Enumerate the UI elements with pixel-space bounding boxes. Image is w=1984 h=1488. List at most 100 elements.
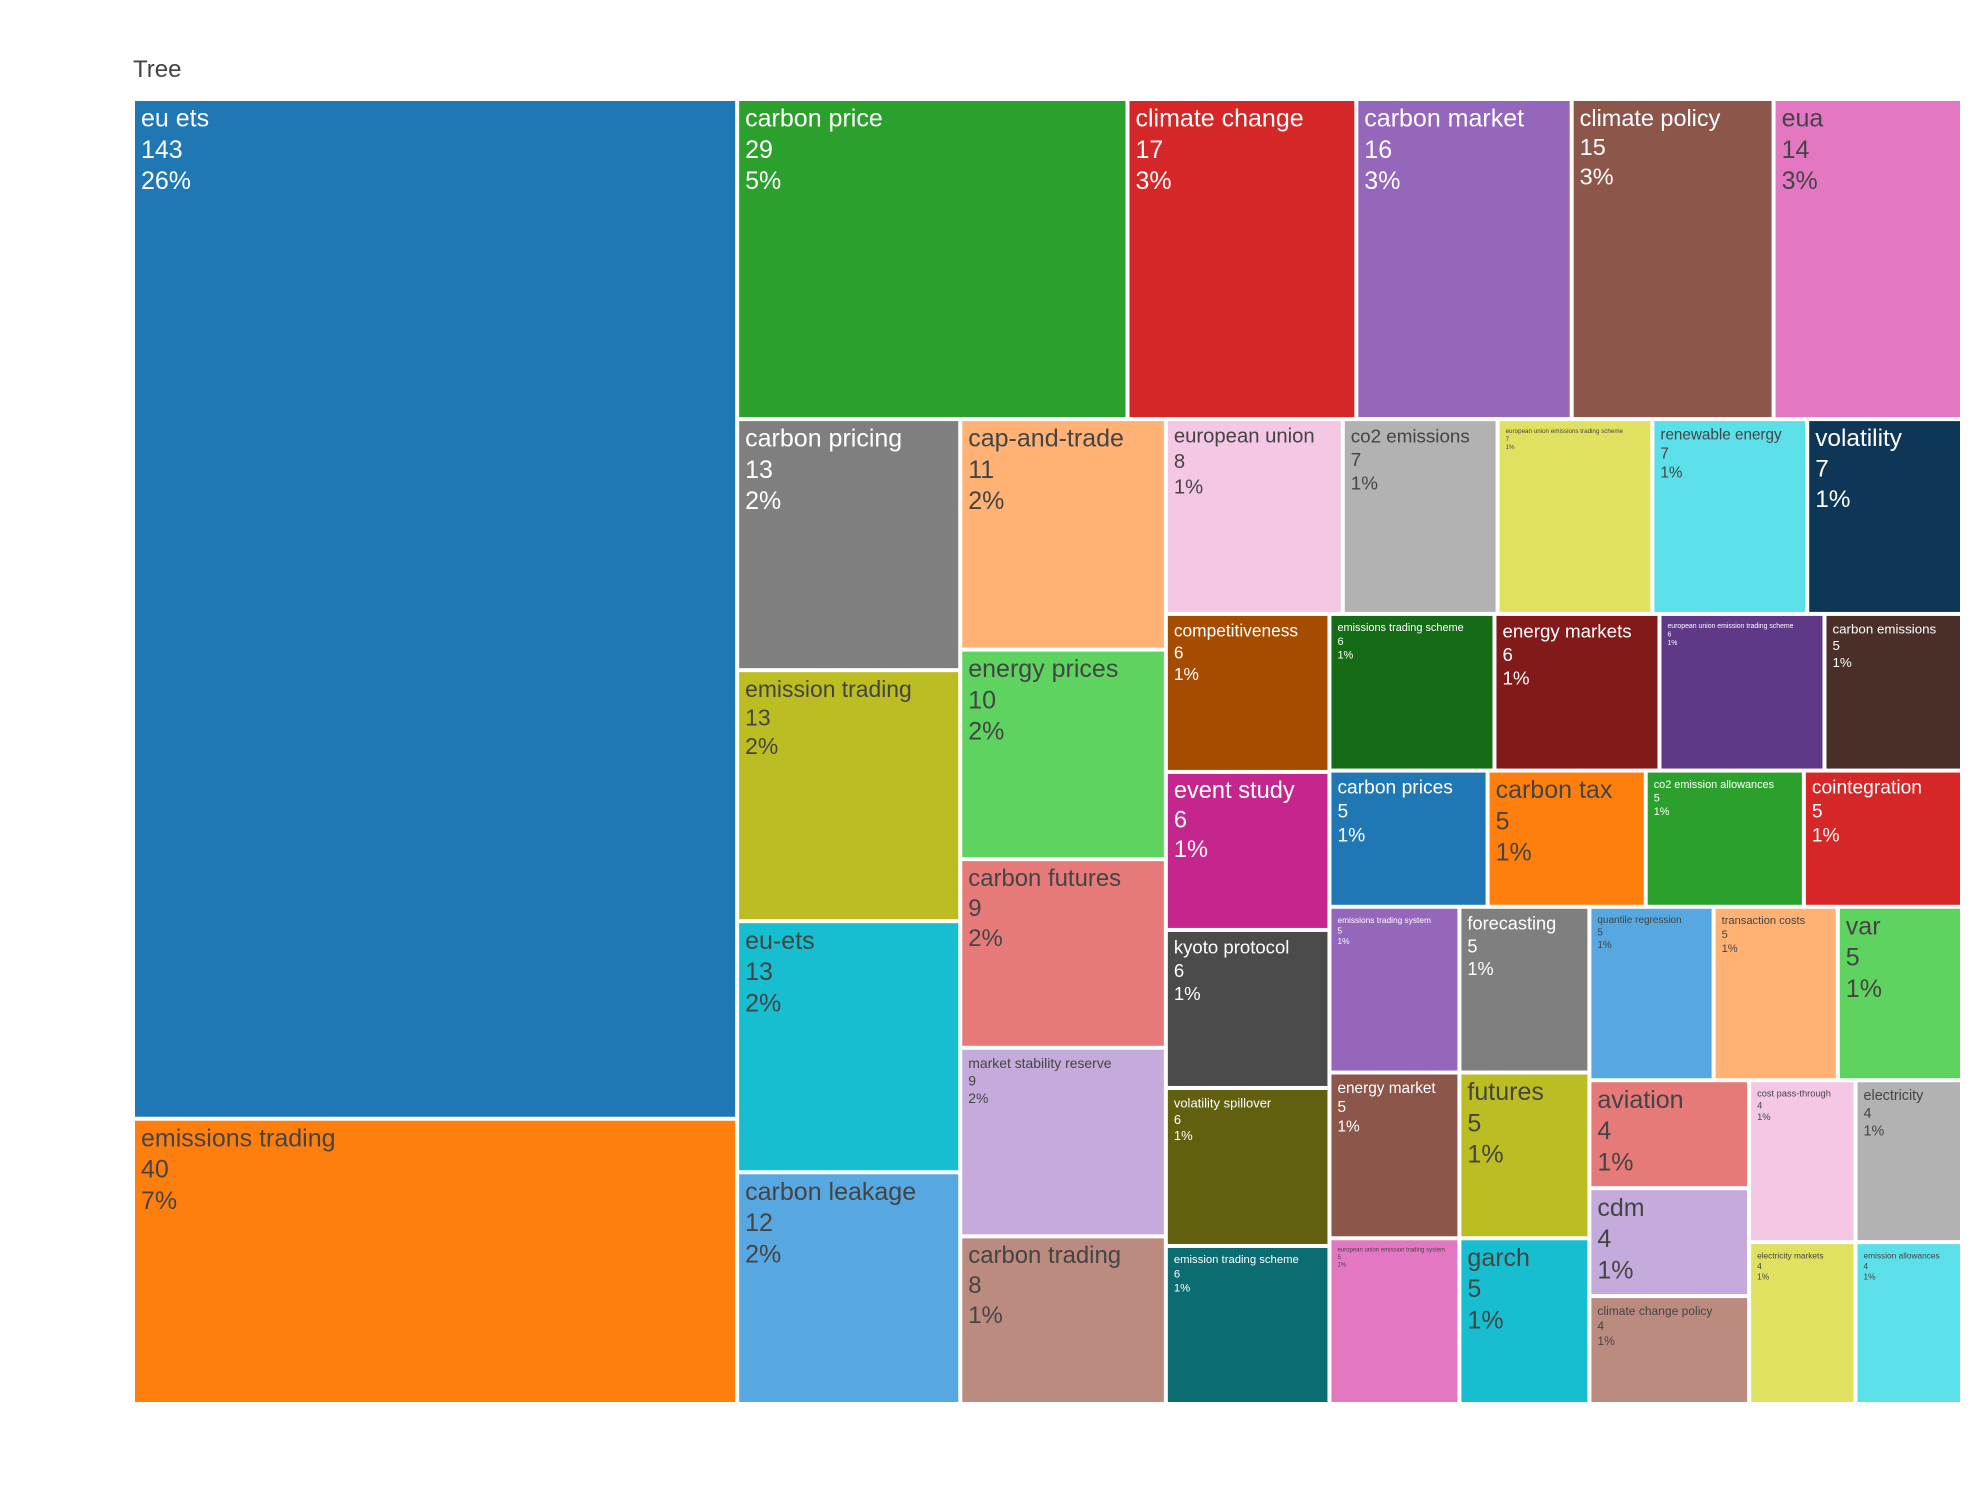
tile-percent: 1%	[1597, 940, 1612, 951]
tile-value: 4	[1757, 1261, 1762, 1271]
tile-percent: 1%	[1722, 943, 1738, 955]
tile-value: 7	[1351, 449, 1361, 470]
tile-percent: 3%	[1580, 163, 1614, 189]
tile-value: 6	[1337, 636, 1343, 648]
tile	[1331, 908, 1458, 1071]
tile-label: co2 emissions	[1351, 426, 1470, 447]
tile-percent: 2%	[968, 487, 1004, 515]
tile-value: 5	[1337, 1255, 1341, 1261]
tile-label: renewable energy	[1660, 427, 1782, 444]
tile-label: competitiveness	[1174, 621, 1299, 641]
tile-value: 29	[745, 136, 773, 164]
tile-percent: 1%	[1467, 1306, 1503, 1334]
tile-label: carbon leakage	[745, 1178, 916, 1206]
tile-label: futures	[1467, 1078, 1543, 1106]
tile	[1461, 1240, 1588, 1402]
tile	[739, 101, 1126, 418]
tile	[1167, 421, 1341, 612]
tile	[1647, 772, 1802, 905]
tile	[1826, 615, 1960, 769]
tile-percent: 1%	[1597, 1148, 1633, 1176]
tile	[1654, 421, 1806, 612]
tile-label: carbon pricing	[745, 425, 902, 453]
tile	[1839, 908, 1960, 1079]
tile-value: 6	[1174, 1112, 1181, 1127]
tile-value: 5	[1467, 936, 1477, 956]
tile	[1775, 101, 1960, 418]
tile	[1331, 772, 1486, 905]
tile-label: cost pass-through	[1757, 1089, 1831, 1099]
tile-value: 6	[1174, 1268, 1180, 1280]
tile	[135, 101, 736, 1117]
tile	[1751, 1082, 1854, 1241]
tile-label: aviation	[1597, 1086, 1683, 1114]
tile	[1496, 615, 1658, 769]
tile-percent: 1%	[1812, 825, 1840, 846]
tile-label: carbon market	[1364, 105, 1524, 133]
tile-percent: 1%	[1467, 959, 1493, 979]
tile-percent: 2%	[745, 1240, 781, 1268]
tile-percent: 1%	[1337, 1118, 1360, 1135]
tile	[1331, 615, 1493, 769]
tile-value: 12	[745, 1209, 773, 1237]
tile	[1167, 1247, 1328, 1402]
tile-value: 143	[141, 136, 183, 164]
tile-value: 5	[1597, 928, 1603, 939]
tile-value: 4	[1864, 1261, 1869, 1271]
tile	[1751, 1244, 1854, 1402]
tile	[1167, 615, 1328, 770]
tile	[739, 1174, 959, 1402]
tile-percent: 2%	[745, 733, 778, 759]
tile-value: 4	[1597, 1225, 1611, 1253]
tile	[1715, 908, 1836, 1079]
tile-label: quantile regression	[1597, 915, 1681, 926]
tile-percent: 1%	[1351, 473, 1378, 494]
tile-percent: 2%	[968, 925, 1003, 952]
tile-value: 5	[1467, 1275, 1481, 1303]
tile-value: 5	[1337, 1099, 1346, 1116]
tile-percent: 1%	[1337, 825, 1365, 846]
tile-percent: 1%	[1667, 640, 1677, 647]
tile-percent: 1%	[1337, 1262, 1346, 1268]
tile-value: 6	[1667, 632, 1671, 639]
tile-percent: 1%	[1864, 1124, 1885, 1140]
tile	[962, 1238, 1164, 1402]
tile-percent: 2%	[968, 718, 1004, 746]
tile	[1167, 1089, 1328, 1244]
tile-value: 40	[141, 1156, 169, 1184]
tile	[1857, 1244, 1960, 1402]
tile	[1573, 101, 1772, 418]
tile-value: 6	[1174, 960, 1184, 981]
tile-percent: 1%	[1337, 936, 1350, 946]
tile-label: event study	[1174, 778, 1295, 804]
tile-percent: 7%	[141, 1187, 177, 1215]
tile-label: carbon emissions	[1832, 622, 1936, 637]
tile-label: climate change policy	[1597, 1304, 1712, 1318]
tile-label: emissions trading	[141, 1124, 336, 1152]
tile	[1129, 101, 1355, 418]
tile-percent: 1%	[1506, 444, 1515, 451]
tile	[962, 651, 1164, 858]
tile-value: 14	[1782, 136, 1810, 164]
tile-value: 9	[968, 895, 981, 922]
tile	[1499, 421, 1651, 612]
tile-label: cdm	[1597, 1194, 1644, 1222]
tile-value: 13	[745, 456, 773, 484]
tile-label: energy prices	[968, 655, 1118, 683]
tile-percent: 1%	[1174, 837, 1208, 863]
tile-percent: 1%	[1337, 649, 1353, 661]
tile-percent: 2%	[968, 1090, 988, 1106]
tile-value: 5	[1654, 792, 1660, 804]
tile-percent: 1%	[1502, 667, 1529, 688]
tile	[739, 672, 959, 920]
tile-percent: 1%	[1496, 839, 1532, 867]
tile-percent: 1%	[968, 1302, 1003, 1329]
tile-label: emissions trading system	[1337, 915, 1431, 925]
tile-label: carbon futures	[968, 865, 1121, 892]
tile-label: european union emissions trading scheme	[1506, 428, 1624, 435]
tile-percent: 1%	[1174, 664, 1199, 684]
tile-label: energy markets	[1502, 621, 1631, 642]
tile	[739, 421, 959, 669]
tile-label: cointegration	[1812, 777, 1922, 798]
tile-label: garch	[1467, 1244, 1530, 1272]
